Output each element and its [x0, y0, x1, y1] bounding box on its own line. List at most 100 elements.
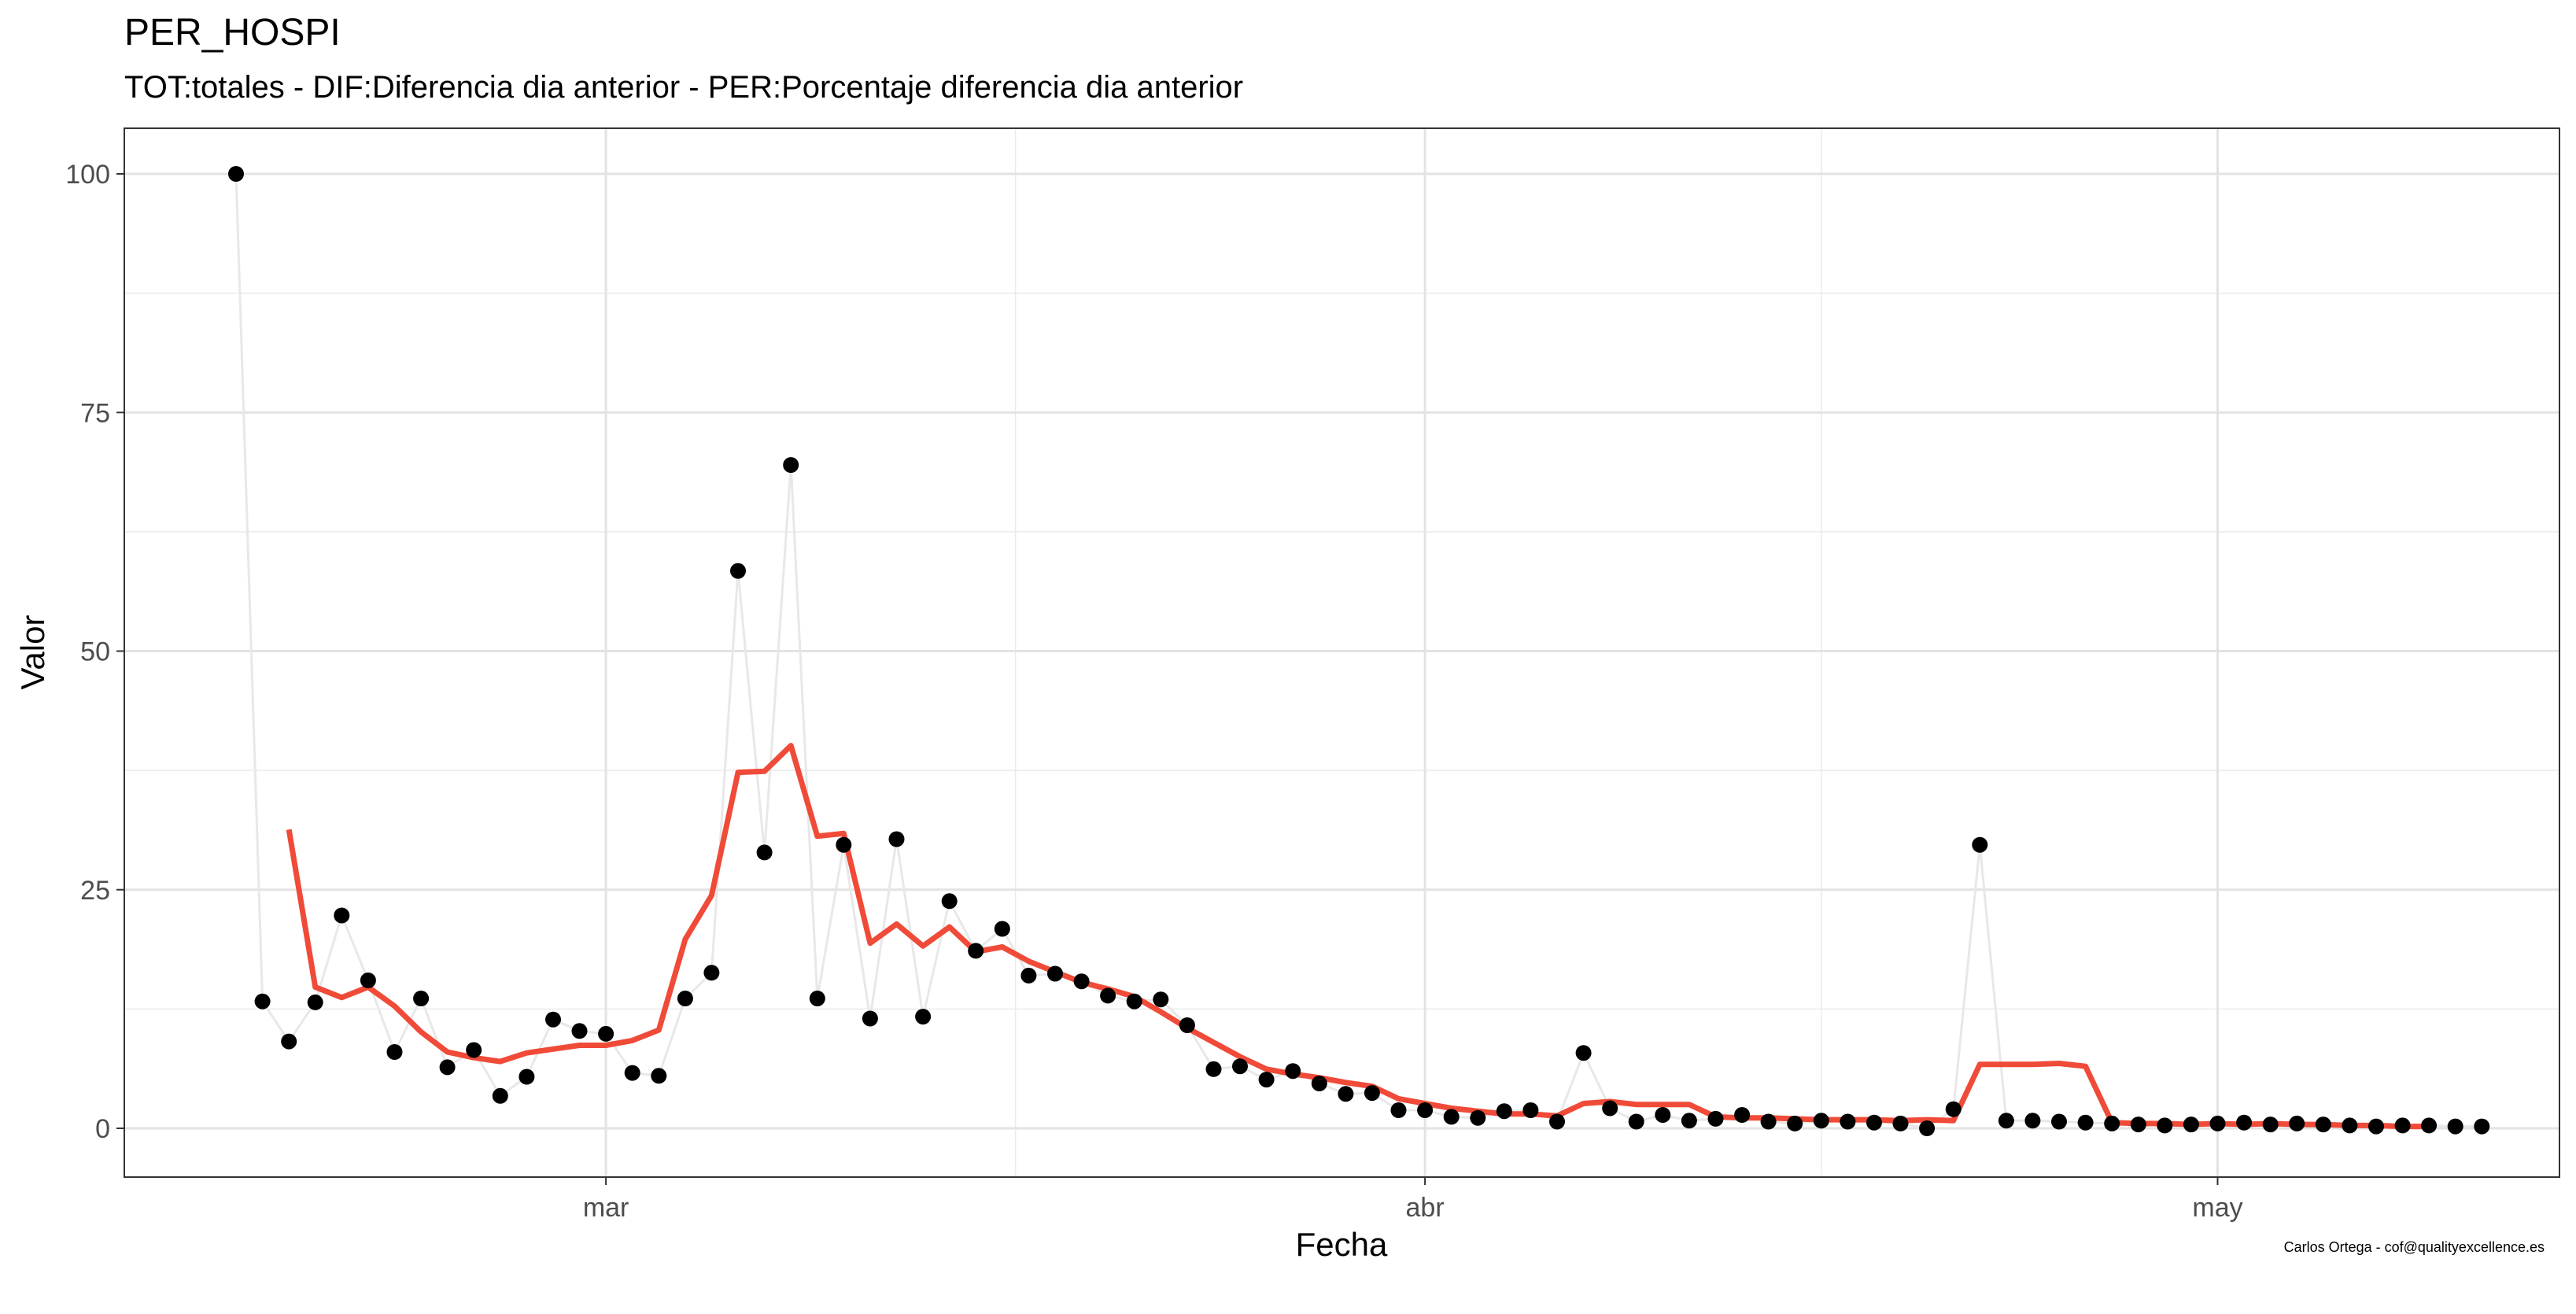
y-tick-label: 50 — [80, 637, 110, 667]
data-point — [413, 991, 430, 1006]
data-point — [756, 844, 773, 861]
data-point — [1126, 993, 1142, 1009]
x-axis-title: Fecha — [1296, 1226, 1388, 1263]
data-point — [281, 1033, 297, 1050]
data-point — [1470, 1109, 1486, 1126]
data-point — [651, 1068, 667, 1084]
data-point — [1681, 1113, 1697, 1129]
y-tick-label: 100 — [65, 160, 110, 190]
data-point — [439, 1059, 456, 1076]
data-point — [783, 457, 799, 473]
data-point — [1628, 1113, 1644, 1130]
data-point — [941, 893, 958, 910]
data-point — [2209, 1115, 2226, 1131]
data-point — [2421, 1117, 2438, 1134]
data-point — [1866, 1114, 1882, 1131]
data-point — [1813, 1113, 1829, 1129]
data-point — [2289, 1115, 2305, 1131]
data-point — [571, 1023, 588, 1039]
data-point — [2024, 1113, 2041, 1129]
chart-title: PER_HOSPI — [124, 12, 341, 54]
data-point — [2262, 1117, 2279, 1133]
data-point — [730, 563, 746, 579]
data-point — [1153, 991, 1169, 1008]
data-point — [994, 921, 1010, 937]
data-point — [1760, 1113, 1777, 1130]
data-point — [307, 994, 323, 1010]
x-tick-label: mar — [583, 1193, 629, 1223]
x-tick-label: abr — [1406, 1193, 1445, 1223]
data-point — [1047, 965, 1063, 982]
data-point — [1945, 1101, 1962, 1117]
chart-caption: Carlos Ortega - cof@qualityexcellence.es — [2283, 1239, 2545, 1255]
data-point — [1232, 1058, 1248, 1075]
data-point — [2474, 1118, 2490, 1135]
data-point — [1443, 1109, 1460, 1125]
data-point — [968, 943, 984, 959]
data-point — [334, 907, 350, 924]
data-point — [1549, 1113, 1565, 1130]
data-point — [466, 1042, 482, 1058]
data-point — [1364, 1085, 1380, 1102]
y-tick-label: 0 — [95, 1114, 110, 1144]
data-point — [1707, 1110, 1724, 1127]
data-point — [2368, 1118, 2384, 1135]
data-point — [1919, 1120, 1936, 1136]
data-point — [809, 991, 825, 1006]
data-point — [545, 1011, 561, 1028]
data-point — [1179, 1017, 1195, 1033]
data-point — [1787, 1115, 1803, 1131]
data-point — [624, 1065, 640, 1081]
y-axis-title: Valor — [14, 615, 51, 690]
data-point — [1575, 1045, 1592, 1061]
data-point — [862, 1010, 878, 1027]
panel-background — [124, 128, 2559, 1177]
data-point — [2394, 1117, 2411, 1134]
data-point — [2130, 1117, 2146, 1133]
y-tick-label: 25 — [80, 876, 110, 906]
grid-minor — [124, 128, 2559, 1177]
panel-border — [124, 127, 2560, 1178]
data-point — [1655, 1107, 1671, 1123]
data-point — [1998, 1113, 2014, 1129]
data-point — [1311, 1076, 1327, 1091]
data-point — [2315, 1117, 2331, 1133]
data-point — [2236, 1114, 2253, 1131]
data-point — [2077, 1114, 2094, 1131]
data-point — [1972, 836, 1988, 853]
data-point — [2183, 1117, 2199, 1133]
data-point — [598, 1025, 614, 1042]
data-layer — [228, 166, 2490, 1136]
data-point — [2157, 1117, 2173, 1134]
data-point — [836, 836, 852, 853]
data-point — [1258, 1072, 1275, 1088]
data-point — [492, 1087, 508, 1104]
data-point — [254, 993, 271, 1009]
chart-subtitle: TOT:totales - DIF:Diferencia dia anterio… — [124, 70, 1244, 105]
axes-layer: 0 25 50 75 100 mar abr may — [65, 160, 2242, 1223]
data-point — [228, 166, 244, 182]
data-point — [1522, 1102, 1539, 1118]
grid-major — [124, 128, 2559, 1177]
data-point — [1840, 1113, 1856, 1130]
data-point — [1020, 967, 1037, 984]
data-point — [1073, 973, 1090, 990]
data-point — [1100, 987, 1116, 1004]
data-point — [2051, 1113, 2067, 1130]
data-point — [386, 1044, 403, 1060]
data-point — [2104, 1115, 2120, 1131]
data-point — [1390, 1102, 1407, 1118]
x-tick-label: may — [2192, 1193, 2242, 1223]
data-point — [888, 831, 905, 847]
data-point — [1417, 1102, 1434, 1118]
data-point — [915, 1009, 932, 1025]
data-point — [1285, 1063, 1301, 1080]
data-point — [1496, 1103, 1512, 1120]
data-point — [1205, 1061, 1222, 1077]
data-point — [1602, 1100, 1618, 1117]
data-point — [1338, 1086, 1354, 1102]
data-point — [2447, 1118, 2463, 1135]
y-tick-label: 75 — [80, 398, 110, 428]
data-point — [677, 991, 693, 1006]
